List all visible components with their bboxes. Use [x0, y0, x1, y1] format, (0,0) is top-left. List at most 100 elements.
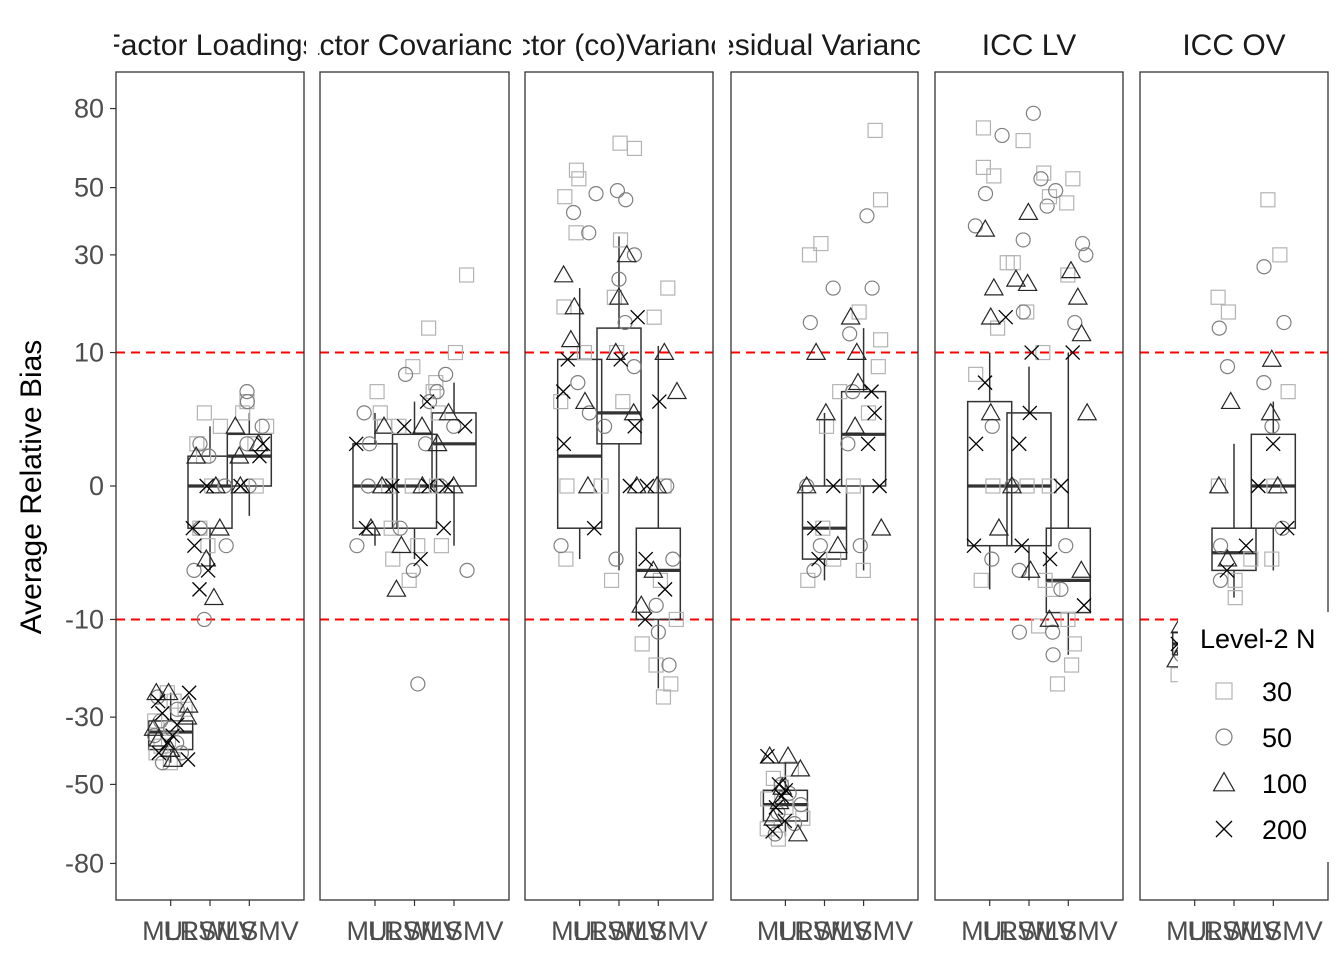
data-point-n30 — [872, 192, 889, 208]
data-point-n30 — [870, 359, 886, 375]
data-point-n30 — [867, 122, 883, 139]
x-tick-label: ULSMV — [778, 916, 871, 946]
data-point-n100 — [411, 416, 433, 434]
data-point-n30 — [1280, 384, 1296, 400]
legend-title: Level-2 N — [1200, 624, 1316, 654]
data-point-n50 — [418, 436, 434, 452]
data-point-n100 — [1018, 202, 1039, 220]
data-point-n100 — [178, 694, 199, 713]
data-point-n30 — [404, 478, 420, 494]
data-point-n30 — [1210, 289, 1226, 305]
data-point-n30 — [855, 562, 871, 579]
data-point-n100 — [871, 517, 892, 536]
data-point-n50 — [812, 538, 828, 554]
y-tick-label: 50 — [74, 173, 104, 203]
data-point-n100 — [443, 475, 464, 494]
data-point-n50 — [984, 418, 1000, 434]
data-point-n200 — [560, 351, 576, 367]
data-point-n30 — [1243, 551, 1259, 567]
data-point-n100 — [203, 587, 225, 606]
legend-entry-100: 100 — [1212, 769, 1307, 799]
facet-label: ICC LV — [982, 29, 1076, 62]
data-point-n100 — [229, 445, 250, 464]
data-point-n30 — [783, 761, 799, 777]
data-point-n30 — [196, 405, 212, 421]
data-point-n50 — [446, 418, 462, 434]
x-tick-label: WLSMV — [405, 916, 504, 946]
legend-entry-50: 50 — [1215, 723, 1292, 753]
data-point-n30 — [612, 232, 629, 248]
x-tick-label: ULSMV — [368, 916, 461, 946]
legend-entry-200: 200 — [1215, 815, 1307, 845]
data-point-n30 — [999, 255, 1015, 271]
data-point-n30 — [663, 676, 679, 692]
data-point-n30 — [1005, 255, 1021, 271]
data-point-n200 — [968, 436, 984, 452]
x-tick-label: ULSMV — [982, 916, 1075, 946]
data-point-n30 — [558, 551, 574, 567]
data-point-n30 — [1264, 551, 1280, 567]
data-point-n200 — [1011, 436, 1027, 452]
box-iqr — [1045, 527, 1092, 614]
data-point-n50 — [186, 562, 202, 579]
data-point-n100 — [1071, 323, 1092, 342]
data-point-n100 — [980, 306, 1001, 325]
data-point-n30 — [612, 135, 628, 151]
data-point-n100 — [1001, 475, 1023, 494]
data-point-n30 — [813, 235, 829, 252]
facet-label: Residual Variances — [696, 29, 952, 62]
data-point-n100 — [196, 548, 217, 567]
x-tick-label: WLSMV — [1019, 916, 1118, 946]
data-point-n30 — [759, 821, 775, 837]
data-point-n100 — [1208, 475, 1230, 494]
data-point-n50 — [1276, 314, 1292, 331]
data-point-n100 — [983, 277, 1005, 296]
data-point-n100 — [1017, 273, 1038, 292]
x-tick-label: ULSMV — [572, 916, 665, 946]
data-point-n200 — [1265, 436, 1281, 452]
data-point-n200 — [1219, 562, 1235, 578]
data-point-n100 — [564, 296, 585, 315]
data-point-n200 — [396, 418, 412, 434]
data-point-n30 — [372, 405, 388, 421]
data-point-n30 — [568, 225, 584, 241]
data-point-n100 — [1060, 260, 1082, 279]
y-axis-title: Average Relative Bias — [15, 340, 48, 635]
data-point-n200 — [825, 478, 841, 494]
x-tick-label: WLSMV — [200, 916, 299, 946]
data-point-n30 — [1065, 171, 1081, 187]
data-point-n30 — [1045, 581, 1061, 597]
data-point-n30 — [1227, 572, 1243, 588]
data-point-n200 — [200, 562, 216, 578]
data-point-n100 — [225, 416, 246, 434]
data-point-n100 — [646, 475, 668, 494]
data-point-n200 — [998, 309, 1014, 325]
data-point-n30 — [801, 247, 818, 263]
data-point-n200 — [1250, 478, 1266, 494]
data-point-n100 — [438, 402, 459, 421]
data-point-n30 — [259, 418, 275, 434]
data-point-n30 — [428, 478, 445, 494]
data-point-n100 — [777, 745, 799, 764]
data-point-n50 — [1256, 259, 1272, 275]
data-point-n50 — [802, 314, 818, 331]
data-point-n30 — [1060, 611, 1076, 628]
x-tick-label: WLSMV — [1224, 916, 1323, 946]
data-point-n50 — [1058, 538, 1074, 554]
data-point-n50 — [239, 384, 255, 400]
data-point-n100 — [158, 682, 179, 701]
data-point-n50 — [1067, 314, 1083, 331]
data-point-n50 — [864, 280, 880, 296]
data-point-n200 — [438, 478, 454, 494]
facet-label: Factor Covariances — [284, 29, 544, 62]
data-point-n200 — [966, 538, 982, 554]
legend: Level-2 N 30 50 100 200 — [1178, 612, 1344, 862]
data-point-n30 — [860, 405, 877, 421]
legend-label: 30 — [1262, 677, 1292, 707]
data-point-n200 — [872, 478, 888, 494]
data-point-n200 — [233, 478, 249, 494]
data-point-n200 — [421, 478, 437, 494]
data-point-n100 — [386, 579, 407, 597]
panel-plot-area — [320, 267, 509, 692]
